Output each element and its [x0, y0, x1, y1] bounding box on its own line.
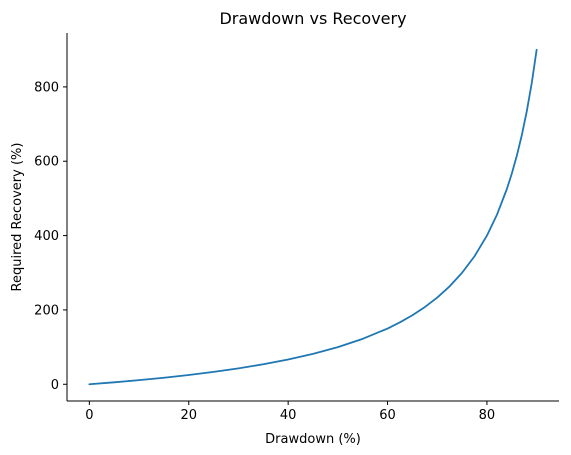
- x-axis-label: Drawdown (%): [265, 432, 361, 447]
- x-tick-label: 20: [180, 408, 197, 423]
- x-tick-label: 60: [379, 408, 396, 423]
- y-tick-label: 400: [34, 229, 59, 244]
- y-tick-label: 0: [51, 378, 59, 393]
- y-axis-ticks: 0 200 400 600 800: [34, 80, 67, 393]
- chart-title: Drawdown vs Recovery: [219, 9, 406, 28]
- series-line: [88, 48, 538, 386]
- x-tick-label: 80: [479, 408, 496, 423]
- y-tick-label: 600: [34, 155, 59, 170]
- x-axis-ticks: 0 20 40 60 80: [85, 401, 495, 423]
- x-tick-label: 40: [280, 408, 297, 423]
- y-tick-label: 800: [34, 80, 59, 95]
- plot-area: [66, 33, 559, 402]
- y-tick-label: 200: [34, 303, 59, 318]
- x-tick-label: 0: [85, 408, 93, 423]
- y-axis-label: Required Recovery (%): [10, 143, 25, 292]
